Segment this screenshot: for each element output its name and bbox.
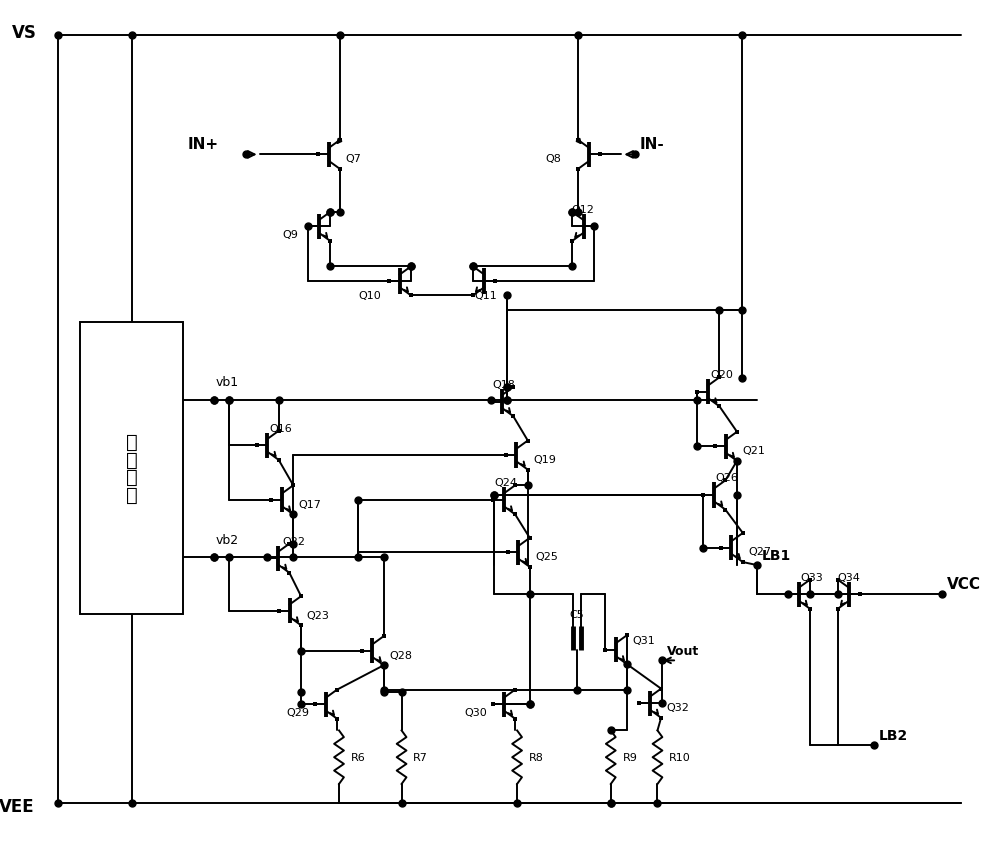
Text: R6: R6 bbox=[351, 752, 365, 762]
Text: vb2: vb2 bbox=[216, 533, 239, 546]
Text: 路: 路 bbox=[126, 485, 137, 504]
Text: Q16: Q16 bbox=[269, 424, 292, 433]
Text: Q8: Q8 bbox=[546, 154, 561, 164]
Text: VEE: VEE bbox=[0, 798, 35, 815]
Text: Q31: Q31 bbox=[632, 636, 655, 645]
Text: Q7: Q7 bbox=[345, 154, 361, 164]
Text: C5: C5 bbox=[569, 609, 584, 619]
Text: Vout: Vout bbox=[667, 645, 699, 657]
Text: Q22: Q22 bbox=[283, 536, 306, 546]
Text: Q24: Q24 bbox=[494, 478, 517, 488]
Text: R10: R10 bbox=[669, 752, 691, 762]
Text: Q30: Q30 bbox=[465, 707, 488, 717]
Text: R7: R7 bbox=[413, 752, 428, 762]
Text: Q32: Q32 bbox=[666, 702, 689, 712]
Text: Q28: Q28 bbox=[389, 650, 412, 660]
Text: 电: 电 bbox=[126, 468, 137, 486]
Text: Q29: Q29 bbox=[287, 707, 310, 717]
Text: LB2: LB2 bbox=[878, 728, 908, 742]
Text: Q21: Q21 bbox=[742, 446, 765, 456]
Text: Q17: Q17 bbox=[298, 499, 321, 509]
Text: Q23: Q23 bbox=[306, 610, 329, 619]
Text: IN+: IN+ bbox=[188, 138, 219, 152]
Text: IN-: IN- bbox=[640, 138, 665, 152]
Text: Q33: Q33 bbox=[801, 572, 823, 582]
Text: Q18: Q18 bbox=[492, 380, 515, 390]
Text: Q11: Q11 bbox=[475, 291, 497, 301]
Text: Q27: Q27 bbox=[748, 547, 771, 557]
Text: Q20: Q20 bbox=[710, 370, 733, 380]
Text: VS: VS bbox=[12, 24, 37, 41]
Text: 分: 分 bbox=[126, 432, 137, 452]
Text: 压: 压 bbox=[126, 450, 137, 469]
Text: R8: R8 bbox=[529, 752, 544, 762]
Text: VCC: VCC bbox=[946, 576, 980, 592]
Text: Q25: Q25 bbox=[535, 552, 558, 561]
Text: Q9: Q9 bbox=[282, 230, 298, 240]
Text: vb1: vb1 bbox=[216, 376, 239, 388]
Text: R9: R9 bbox=[622, 752, 637, 762]
Text: Q26: Q26 bbox=[716, 473, 739, 483]
Text: Q10: Q10 bbox=[359, 291, 382, 301]
Text: Q34: Q34 bbox=[838, 572, 860, 582]
Text: LB1: LB1 bbox=[762, 549, 791, 562]
Bar bbox=[80, 322, 183, 614]
Text: Q12: Q12 bbox=[572, 204, 595, 214]
Text: Q19: Q19 bbox=[533, 454, 556, 464]
